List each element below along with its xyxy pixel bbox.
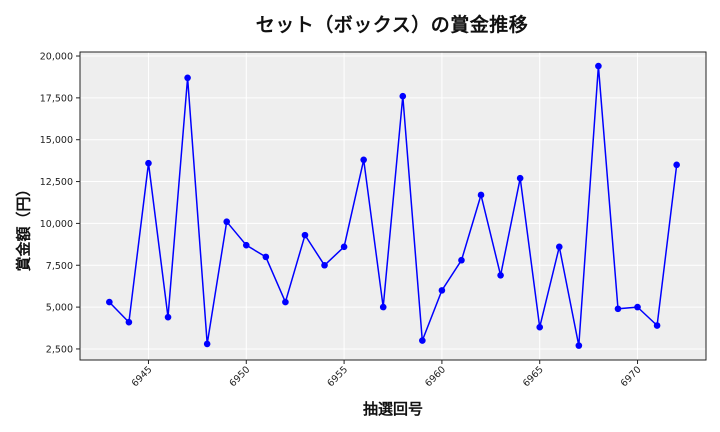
- data-point: [282, 298, 289, 306]
- x-tick-label: 6965: [521, 364, 546, 389]
- data-point: [360, 156, 367, 164]
- data-point: [458, 256, 465, 264]
- plot-frame: [79, 51, 707, 361]
- data-point: [125, 318, 133, 326]
- data-point: [321, 261, 328, 269]
- y-tick-label: 12,500: [40, 177, 73, 188]
- y-tick-label: 10,000: [40, 219, 73, 230]
- y-tick-label: 20,000: [40, 52, 73, 63]
- data-point: [555, 243, 563, 251]
- data-point: [223, 218, 231, 226]
- data-point: [399, 92, 407, 100]
- y-axis-ticks: 2,500 5,000 7,500 10,000 12,500 15,000 17,500 2…: [40, 52, 80, 355]
- data-point: [536, 323, 544, 331]
- y-tick-label: 15,000: [40, 135, 73, 146]
- data-point: [673, 161, 680, 169]
- x-tick-label: 6950: [228, 364, 253, 389]
- x-axis-label: 抽選回号: [362, 400, 423, 418]
- data-point: [184, 74, 191, 82]
- data-point: [497, 272, 504, 279]
- prize-series-line: [108, 66, 678, 346]
- data-point: [242, 241, 250, 249]
- data-point: [595, 62, 602, 70]
- x-axis-ticks: 6945 6950 6955 6960 6965 6970: [130, 360, 644, 389]
- data-point: [164, 313, 172, 321]
- data-point: [106, 298, 113, 306]
- y-tick-label: 5,000: [46, 303, 73, 314]
- data-point: [301, 231, 309, 239]
- data-point: [614, 305, 622, 313]
- data-point: [340, 243, 348, 251]
- y-tick-label: 17,500: [40, 93, 73, 104]
- data-point: [262, 253, 270, 261]
- data-point: [438, 287, 446, 294]
- data-point: [379, 303, 387, 311]
- y-tick-label: 2,500: [46, 344, 73, 355]
- data-point: [419, 337, 426, 344]
- data-point: [477, 191, 485, 199]
- data-point: [516, 174, 524, 182]
- data-point: [575, 342, 583, 349]
- data-point: [145, 159, 152, 167]
- chart-title: セット（ボックス）の賞金推移: [255, 14, 529, 36]
- grid-lines: [80, 52, 706, 360]
- data-point-markers: [106, 62, 680, 349]
- x-tick-label: 6960: [423, 364, 448, 389]
- data-point: [634, 303, 641, 311]
- x-tick-label: 6945: [130, 364, 155, 389]
- x-tick-label: 6970: [619, 364, 644, 389]
- x-tick-label: 6955: [325, 364, 350, 389]
- data-point: [203, 340, 211, 348]
- data-point: [653, 322, 661, 329]
- y-tick-label: 7,500: [46, 261, 73, 272]
